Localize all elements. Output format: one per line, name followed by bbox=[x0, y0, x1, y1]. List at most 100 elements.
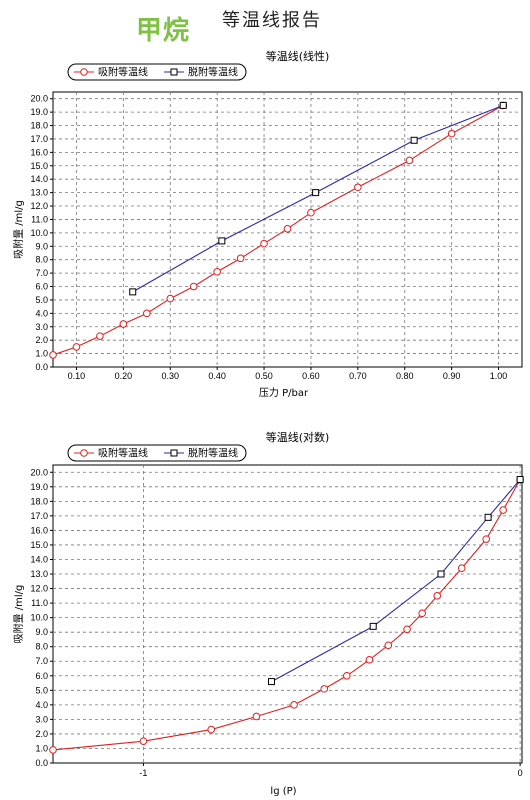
y-tick-label: 15.0 bbox=[30, 540, 48, 550]
adsorption-point bbox=[283, 225, 292, 233]
y-tick-label: 14.0 bbox=[30, 174, 48, 184]
y-tick-label: 12.0 bbox=[30, 584, 48, 594]
adsorption-point bbox=[290, 701, 298, 709]
x-axis-label: lg (P) bbox=[270, 786, 296, 797]
y-tick-label: 4.0 bbox=[35, 700, 48, 710]
x-tick-label: 0.40 bbox=[208, 371, 226, 381]
gas-name: 甲烷 bbox=[136, 16, 191, 46]
y-tick-label: 7.0 bbox=[35, 656, 48, 666]
adsorption-point bbox=[252, 712, 261, 721]
legend-box bbox=[67, 63, 247, 81]
legend-marker-circle bbox=[80, 68, 88, 76]
log-isotherm-chart: 等温线(对数) 0.0 1.0 2.0 3.0 4.0 5.0 6.0 7.0 8.0 9.0 10.… bbox=[12, 430, 524, 797]
adsorption-point bbox=[457, 564, 466, 573]
series-group bbox=[49, 101, 508, 359]
y-tick-label: 16.0 bbox=[30, 525, 48, 535]
x-tick-label: 0.80 bbox=[396, 371, 414, 381]
y-tick-label: 13.0 bbox=[30, 569, 48, 579]
y-tick-label: 3.0 bbox=[35, 714, 48, 724]
y-axis-label: 吸附量 /ml/g bbox=[12, 200, 25, 259]
desorption-point bbox=[267, 678, 275, 686]
adsorption-point bbox=[139, 737, 148, 745]
adsorption-point bbox=[143, 309, 151, 318]
adsorption-point bbox=[418, 609, 426, 618]
y-tick-label: 8.0 bbox=[35, 255, 48, 265]
adsorption-point bbox=[320, 685, 329, 693]
adsorption-point bbox=[49, 746, 57, 754]
adsorption-line bbox=[52, 104, 504, 356]
adsorption-point bbox=[49, 351, 57, 359]
legend-marker-square bbox=[170, 68, 178, 76]
x-tick-label: 0.60 bbox=[302, 371, 320, 381]
adsorption-point bbox=[189, 282, 198, 291]
desorption-point bbox=[516, 476, 524, 484]
y-tick-label: 3.0 bbox=[35, 322, 48, 332]
adsorption-point bbox=[119, 320, 128, 328]
legend-desorption-label: 脱附等温线 bbox=[188, 66, 238, 79]
desorption-point bbox=[369, 622, 377, 630]
y-tick-label: 9.0 bbox=[35, 241, 48, 251]
adsorption-point bbox=[207, 725, 216, 734]
x-tick-label: -1 bbox=[139, 768, 147, 778]
y-tick-label: 0.0 bbox=[35, 362, 48, 372]
y-tick-label: 1.0 bbox=[35, 743, 48, 753]
y-tick-label: 20.0 bbox=[30, 467, 48, 477]
legend-box bbox=[67, 444, 247, 462]
adsorption-point bbox=[447, 129, 456, 138]
x-tick-label: 0.10 bbox=[68, 371, 86, 381]
adsorption-point bbox=[499, 506, 507, 514]
adsorption-point bbox=[384, 641, 393, 650]
x-tick-label: 0.50 bbox=[255, 371, 273, 381]
linear-isotherm-chart: 等温线(线性) 0.0 1.0 2.0 3.0 4.0 5.0 6.0 7.0 8.0 9.0 10.… bbox=[12, 49, 523, 399]
y-tick-label: 17.0 bbox=[30, 511, 48, 521]
adsorption-point bbox=[236, 254, 245, 263]
y-tick-label: 9.0 bbox=[35, 627, 48, 637]
y-tick-label: 15.0 bbox=[30, 161, 48, 171]
y-tick-label: 6.0 bbox=[35, 282, 48, 292]
x-tick-label: 0.30 bbox=[161, 371, 179, 381]
y-tick-label: 13.0 bbox=[30, 188, 48, 198]
desorption-point bbox=[218, 237, 226, 245]
y-tick-label: 10.0 bbox=[30, 228, 48, 238]
y-tick-label: 2.0 bbox=[35, 729, 48, 739]
adsorption-point bbox=[354, 183, 362, 192]
y-tick-label: 17.0 bbox=[30, 134, 48, 144]
report-title: 等温线报告 bbox=[222, 10, 322, 31]
adsorption-point bbox=[343, 671, 351, 680]
legend-adsorption-label: 吸附等温线 bbox=[98, 66, 148, 79]
adsorption-point bbox=[307, 208, 315, 217]
y-tick-label: 5.0 bbox=[35, 685, 48, 695]
y-tick-label: 12.0 bbox=[30, 201, 48, 211]
y-tick-label: 0.0 bbox=[35, 758, 48, 768]
y-tick-label: 6.0 bbox=[35, 671, 48, 681]
legend-marker-square bbox=[170, 449, 178, 457]
adsorption-point bbox=[405, 156, 414, 165]
x-tick-label: 0.20 bbox=[115, 371, 133, 381]
y-tick-label: 2.0 bbox=[35, 335, 48, 345]
y-tick-label: 19.0 bbox=[30, 482, 48, 492]
y-tick-label: 1.0 bbox=[35, 349, 48, 359]
y-tick-label: 5.0 bbox=[35, 295, 48, 305]
x-tick-label: 1.00 bbox=[490, 371, 508, 381]
y-tick-label: 8.0 bbox=[35, 642, 48, 652]
series-group bbox=[49, 475, 524, 754]
y-tick-label: 10.0 bbox=[30, 613, 48, 623]
y-tick-label: 7.0 bbox=[35, 268, 48, 278]
legend-desorption-label: 脱附等温线 bbox=[188, 447, 238, 460]
chart-title: 等温线(对数) bbox=[266, 430, 330, 444]
adsorption-point bbox=[433, 592, 442, 600]
x-tick-label: 0.90 bbox=[443, 371, 461, 381]
y-tick-label: 11.0 bbox=[31, 214, 48, 224]
y-axis-label: 吸附量 /ml/g bbox=[12, 585, 25, 644]
desorption-point bbox=[410, 136, 418, 144]
plot-area bbox=[52, 464, 523, 764]
desorption-point bbox=[484, 513, 492, 521]
chart-title: 等温线(线性) bbox=[266, 49, 330, 63]
legend-marker-circle bbox=[80, 449, 88, 457]
y-tick-label: 18.0 bbox=[30, 496, 48, 506]
y-tick-label: 11.0 bbox=[31, 598, 48, 608]
y-tick-label: 16.0 bbox=[30, 147, 48, 157]
y-tick-label: 18.0 bbox=[30, 121, 48, 131]
x-axis-label: 压力 P/bar bbox=[259, 386, 309, 399]
desorption-point bbox=[499, 101, 507, 109]
